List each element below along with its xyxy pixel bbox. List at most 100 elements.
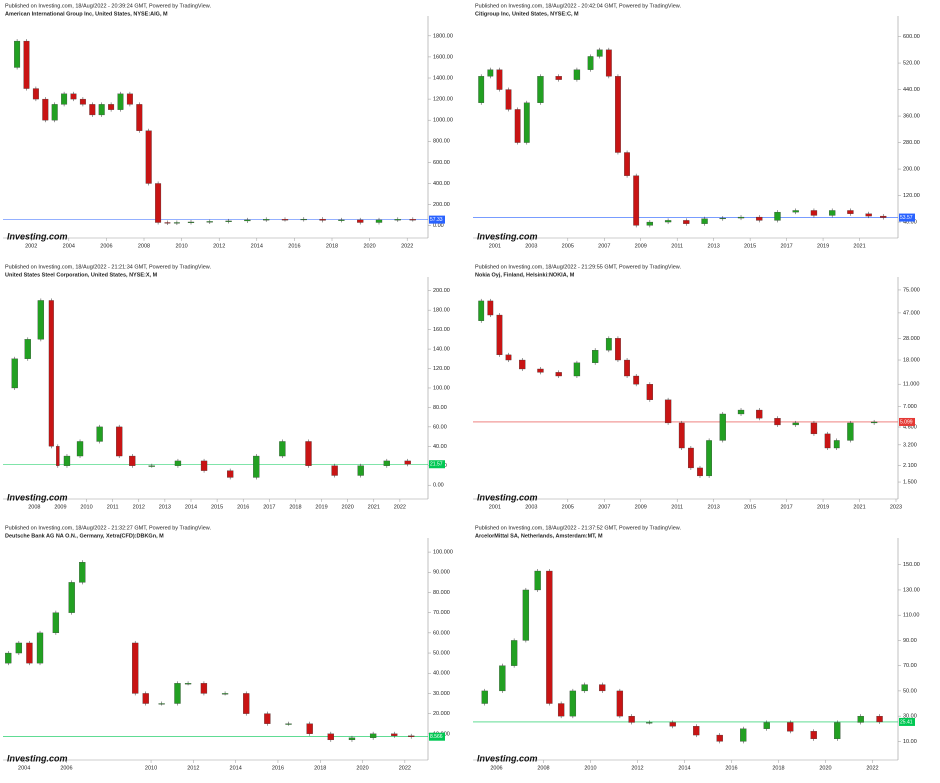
- logo: Investing.com: [7, 231, 68, 241]
- published-note: Published on Investing.com, 18/Aug/2022 …: [5, 525, 211, 531]
- candle: [136, 104, 143, 131]
- candle: [834, 722, 841, 740]
- chart-title: United States Steel Corporation, United …: [5, 272, 158, 278]
- x-tick-label: 2015: [744, 243, 756, 249]
- candle: [522, 589, 530, 641]
- candle: [129, 455, 136, 466]
- candle: [829, 210, 836, 216]
- x-tick-label: 2006: [490, 765, 502, 771]
- x-tick-label: 2013: [708, 243, 720, 249]
- candle: [847, 422, 854, 441]
- x-tick-label: 2010: [145, 765, 157, 771]
- candle: [14, 40, 21, 68]
- y-tick-label: 10.00: [903, 739, 917, 745]
- candle: [348, 737, 356, 741]
- candle: [187, 221, 195, 223]
- x-tick-label: 2022: [866, 765, 878, 771]
- candle: [76, 441, 84, 457]
- candle: [706, 440, 712, 477]
- published-note: Published on Investing.com, 18/Aug/2022 …: [5, 264, 211, 270]
- candle: [5, 652, 12, 664]
- x-tick-label: 2018: [326, 243, 338, 249]
- candle: [615, 338, 621, 361]
- candle: [155, 183, 162, 223]
- y-tick-label: 11.000: [903, 382, 919, 388]
- x-tick-label: 2018: [289, 504, 301, 510]
- candle: [369, 733, 377, 738]
- x-tick-label: 2008: [138, 243, 150, 249]
- candle: [24, 339, 31, 359]
- candle: [505, 89, 512, 110]
- y-tick-label: 1200.00: [433, 97, 453, 103]
- y-tick-label: 400.00: [433, 181, 450, 187]
- candle: [174, 460, 182, 466]
- candle: [357, 219, 364, 223]
- candle: [774, 418, 781, 426]
- candle: [96, 426, 103, 442]
- candle: [810, 422, 818, 435]
- x-tick-label: 2016: [725, 765, 737, 771]
- chart-panel: Published on Investing.com, 18/Aug/2022 …: [3, 3, 453, 249]
- x-tick-label: 2012: [133, 504, 145, 510]
- candle: [253, 455, 260, 478]
- candle: [319, 218, 326, 221]
- candle: [740, 728, 747, 742]
- x-tick-label: 2018: [314, 765, 326, 771]
- last-price-box: [429, 215, 445, 224]
- candle: [478, 300, 485, 321]
- x-tick-label: 2005: [562, 243, 574, 249]
- candle: [557, 703, 565, 717]
- chart-title: ArcelorMittal SA, Netherlands, Amsterdam…: [475, 533, 603, 539]
- y-tick-label: 1.500: [903, 479, 917, 485]
- candle: [394, 219, 401, 221]
- y-tick-label: 60.00: [433, 424, 447, 430]
- candle: [499, 665, 506, 692]
- candle: [52, 612, 60, 634]
- x-tick-label: 2011: [671, 243, 683, 249]
- y-tick-label: 60.000: [433, 630, 450, 636]
- candle: [824, 433, 831, 449]
- x-tick-label: 2020: [356, 765, 368, 771]
- x-tick-label: 2008: [537, 765, 549, 771]
- x-tick-label: 2017: [263, 504, 275, 510]
- candle: [148, 465, 155, 467]
- y-tick-label: 130.00: [903, 587, 920, 593]
- candle: [200, 460, 208, 471]
- candle: [510, 640, 518, 666]
- y-tick-label: 0.00: [433, 223, 444, 229]
- y-tick-label: 280.00: [903, 140, 920, 146]
- x-tick-label: 2001: [489, 243, 501, 249]
- published-note: Published on Investing.com, 18/Aug/2022 …: [475, 264, 681, 270]
- chart-panel: Published on Investing.com, 18/Aug/2022 …: [473, 525, 920, 771]
- x-tick-label: 2020: [819, 765, 831, 771]
- y-tick-label: 140.00: [433, 347, 450, 353]
- y-tick-label: 4.600: [903, 424, 917, 430]
- x-tick-label: 2001: [489, 504, 501, 510]
- x-tick-label: 2012: [631, 765, 643, 771]
- x-tick-label: 2013: [708, 504, 720, 510]
- y-tick-label: 800.00: [433, 139, 450, 145]
- logo: Investing.com: [477, 753, 538, 763]
- last-price-label: 8.566: [430, 734, 443, 740]
- candle: [870, 421, 878, 424]
- candle: [158, 703, 165, 705]
- x-tick-label: 2002: [25, 243, 37, 249]
- last-price-label: 57.33: [430, 217, 443, 223]
- y-tick-label: 1000.00: [433, 118, 453, 124]
- candle: [719, 217, 726, 220]
- candle: [327, 733, 334, 741]
- candle: [847, 210, 854, 214]
- candle: [646, 384, 654, 400]
- candle: [876, 715, 883, 723]
- candle: [375, 219, 383, 223]
- chart-panel: Published on Investing.com, 18/Aug/2022 …: [473, 3, 920, 249]
- candle: [719, 413, 726, 441]
- last-price-box: [899, 717, 915, 726]
- candle: [697, 467, 703, 477]
- candle: [264, 713, 271, 724]
- x-tick-label: 2015: [744, 504, 756, 510]
- candle: [126, 93, 133, 105]
- published-note: Published on Investing.com, 18/Aug/2022 …: [475, 3, 681, 9]
- candle: [487, 300, 494, 316]
